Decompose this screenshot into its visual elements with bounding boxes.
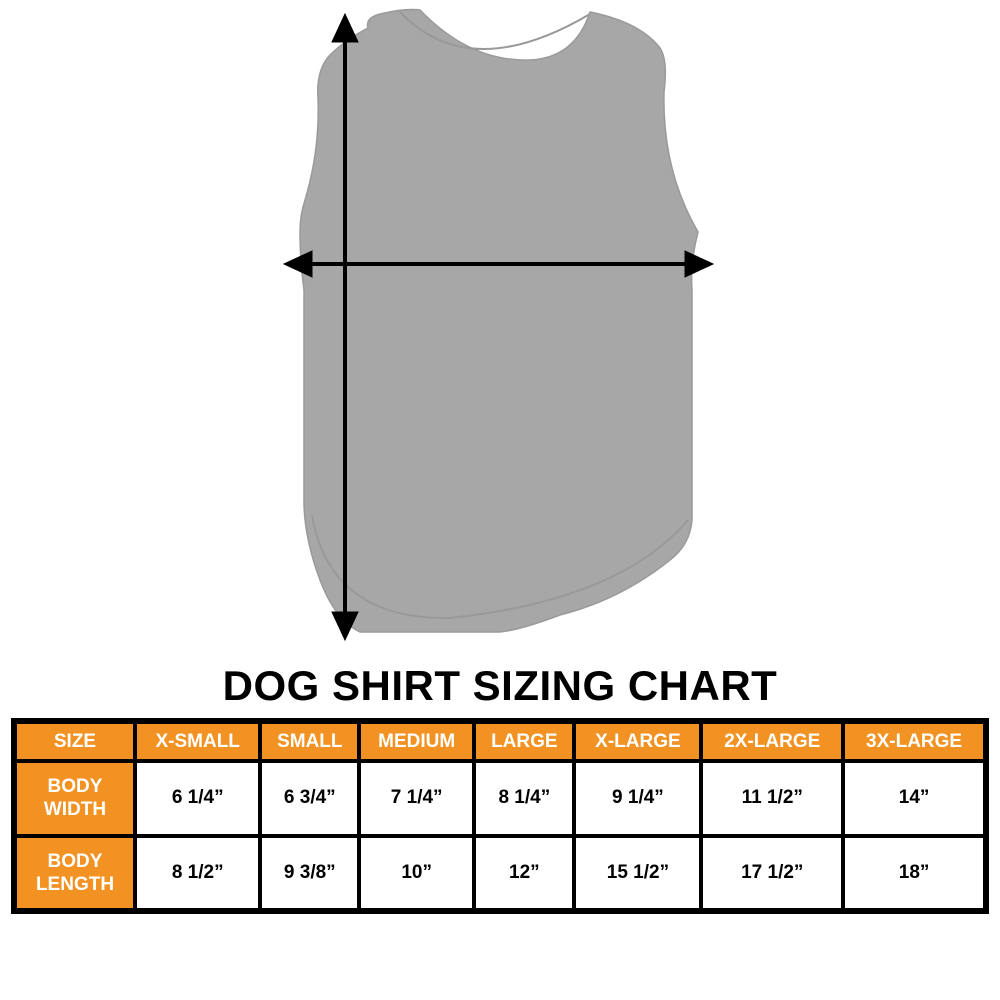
value-cell: 7 1/4” (361, 763, 473, 834)
header-cell: SIZE (17, 724, 133, 760)
value-cell: 14” (845, 763, 983, 834)
value-cell: 15 1/2” (576, 837, 700, 908)
value-cell: 10” (361, 837, 473, 908)
header-row: SIZE X-SMALL SMALL MEDIUM LARGE X-LARGE … (17, 724, 983, 760)
value-cell: 9 3/8” (262, 837, 358, 908)
value-cell: 6 1/4” (137, 763, 259, 834)
length-arrow (331, 12, 359, 642)
header-cell: LARGE (476, 724, 573, 760)
header-cell: X-LARGE (576, 724, 700, 760)
value-cell: 9 1/4” (576, 763, 700, 834)
value-cell: 6 3/4” (262, 763, 358, 834)
table-row: BODY WIDTH 6 1/4” 6 3/4” 7 1/4” 8 1/4” 9… (17, 763, 983, 834)
header-cell: SMALL (262, 724, 358, 760)
dog-shirt-illustration (282, 8, 715, 642)
chart-title: DOG SHIRT SIZING CHART (222, 662, 778, 709)
value-cell: 18” (845, 837, 983, 908)
value-cell: 17 1/2” (703, 837, 842, 908)
width-arrow (282, 250, 715, 278)
hem-seam (311, 514, 689, 620)
table-row: BODY LENGTH 8 1/2” 9 3/8” 10” 12” 15 1/2… (17, 837, 983, 908)
dog-shirt-image (299, 8, 699, 633)
value-cell: 11 1/2” (703, 763, 842, 834)
row-label: BODY WIDTH (17, 763, 133, 834)
value-cell: 8 1/4” (476, 763, 573, 834)
header-cell: MEDIUM (361, 724, 473, 760)
value-cell: 8 1/2” (137, 837, 259, 908)
header-cell: X-SMALL (137, 724, 259, 760)
header-cell: 3X-LARGE (845, 724, 983, 760)
header-cell: 2X-LARGE (703, 724, 842, 760)
collar-seam (399, 11, 591, 50)
value-cell: 12” (476, 837, 573, 908)
sizing-table: SIZE X-SMALL SMALL MEDIUM LARGE X-LARGE … (11, 718, 989, 914)
row-label: BODY LENGTH (17, 837, 133, 908)
